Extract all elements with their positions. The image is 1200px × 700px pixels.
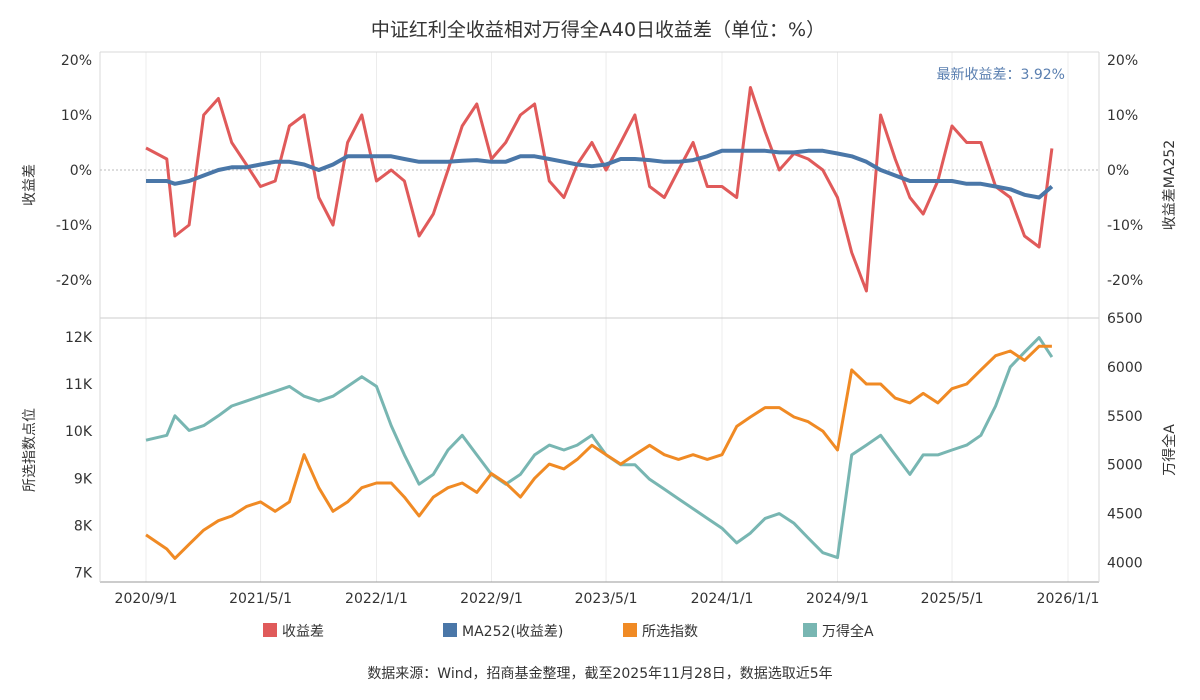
y-tick-label-ma: 10% bbox=[1107, 108, 1138, 124]
y-tick-label-wind: 4500 bbox=[1107, 507, 1143, 523]
legend-swatch bbox=[803, 623, 817, 637]
y-tick-label-spread: 0% bbox=[70, 163, 92, 179]
y-axis-title-index: 所选指数点位 bbox=[22, 408, 38, 492]
y-tick-label-index: 12K bbox=[65, 330, 93, 346]
y-tick-label-index: 7K bbox=[74, 566, 93, 582]
y-tick-label-wind: 6000 bbox=[1107, 360, 1143, 376]
legend: 收益差 MA252(收益差) 所选指数 万得全A bbox=[263, 623, 874, 640]
legend-swatch bbox=[443, 623, 457, 637]
series-wind-a bbox=[145, 336, 1054, 560]
y-tick-label-ma: -20% bbox=[1107, 273, 1143, 289]
x-tick-label: 2026/1/1 bbox=[1037, 591, 1100, 607]
y-tick-label-index: 9K bbox=[74, 471, 93, 487]
footnote: 数据来源：Wind，招商基金整理，截至2025年11月28日，数据选取近5年 bbox=[367, 665, 832, 682]
axis-labels: 2020/9/1 2021/5/1 2022/1/1 2022/9/1 2023/5/1… bbox=[22, 53, 1178, 607]
y-tick-label-index: 11K bbox=[65, 377, 93, 393]
y-tick-label-wind: 6500 bbox=[1107, 311, 1143, 327]
x-tick-label: 2022/1/1 bbox=[345, 591, 408, 607]
grid bbox=[145, 52, 1069, 582]
x-tick-label: 2025/5/1 bbox=[921, 591, 984, 607]
x-tick-label: 2024/9/1 bbox=[806, 591, 869, 607]
legend-label: 万得全A bbox=[822, 623, 874, 640]
series-ma252 bbox=[146, 148, 1054, 200]
legend-label: 所选指数 bbox=[642, 624, 698, 640]
chart-title: 中证红利全收益相对万得全A40日收益差（单位：%） bbox=[371, 19, 825, 41]
y-tick-label-wind: 5500 bbox=[1107, 409, 1143, 425]
y-tick-label-index: 8K bbox=[74, 518, 93, 534]
y-tick-label-spread: 20% bbox=[61, 53, 92, 69]
y-axis-title-wind: 万得全A bbox=[1161, 424, 1178, 476]
y-axis-title-ma: 收益差MA252 bbox=[1162, 140, 1178, 230]
y-tick-label-wind: 5000 bbox=[1107, 458, 1143, 474]
y-tick-label-wind: 4000 bbox=[1107, 555, 1143, 571]
x-tick-label: 2022/9/1 bbox=[460, 591, 523, 607]
x-tick-label: 2024/1/1 bbox=[691, 591, 754, 607]
y-tick-label-ma: 0% bbox=[1107, 163, 1129, 179]
series-spread bbox=[145, 86, 1054, 293]
y-tick-label-spread: -10% bbox=[56, 218, 92, 234]
series-selected-index bbox=[145, 344, 1052, 560]
legend-label: MA252(收益差) bbox=[462, 624, 563, 640]
x-tick-label: 2021/5/1 bbox=[229, 591, 292, 607]
series-layer bbox=[145, 86, 1054, 560]
x-tick-label: 2023/5/1 bbox=[575, 591, 638, 607]
latest-spread-annotation: 最新收益差：3.92% bbox=[937, 67, 1065, 83]
legend-swatch bbox=[263, 623, 277, 637]
y-tick-label-spread: 10% bbox=[61, 108, 92, 124]
x-tick-label: 2020/9/1 bbox=[115, 591, 178, 607]
y-tick-label-spread: -20% bbox=[56, 273, 92, 289]
legend-swatch bbox=[623, 623, 637, 637]
y-axis-title-spread: 收益差 bbox=[22, 164, 38, 206]
y-tick-label-ma: -10% bbox=[1107, 218, 1143, 234]
y-tick-label-ma: 20% bbox=[1107, 53, 1138, 69]
legend-label: 收益差 bbox=[282, 624, 324, 640]
y-tick-label-index: 10K bbox=[65, 424, 93, 440]
